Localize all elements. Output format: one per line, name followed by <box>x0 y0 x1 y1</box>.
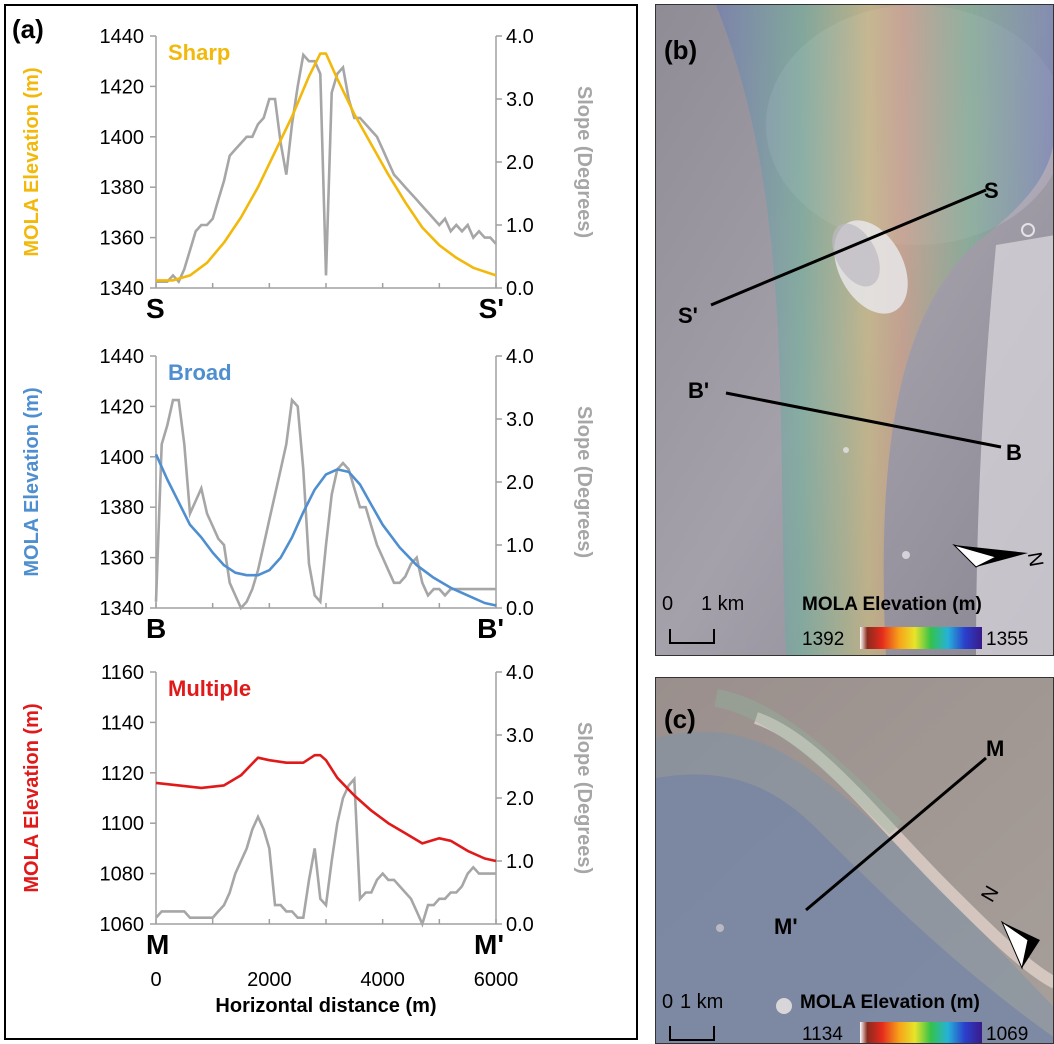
y-tick-label: 1440 <box>100 26 145 48</box>
x-tick-label: 6000 <box>474 969 519 991</box>
y2-tick-label: 3.0 <box>506 89 534 111</box>
y-tick-label: 1420 <box>100 396 145 418</box>
scale-zero-c: 0 <box>662 991 673 1013</box>
scale-bar-b <box>669 629 715 644</box>
profile-label-m-prime: M' <box>774 914 798 939</box>
north-label: N <box>1023 550 1047 568</box>
scale-length-b: 1 km <box>701 593 744 615</box>
y2-tick-label: 2.0 <box>506 472 534 494</box>
map-b-image: S S' B' B N 0 1 km MOLA Elevation (m) 13… <box>656 5 1053 655</box>
y-tick-label: 1440 <box>100 346 145 368</box>
panel-a: 1440 1420 1400 1380 1360 1340 4.0 3.0 2.0 1.0 0.0 M… <box>4 4 638 1040</box>
slope-series-line <box>154 397 496 611</box>
map-c-image: M M' N 0 1 km MOLA Elevation (m) 1134 10… <box>656 678 1053 1044</box>
y2-tick-label: 0.0 <box>506 278 534 300</box>
profile-end-label: M' <box>474 929 504 960</box>
profile-label-b-prime: B' <box>688 378 709 403</box>
colorbar-max-b: 1355 <box>986 629 1028 650</box>
y2-tick-label: 3.0 <box>506 725 534 747</box>
y-tick-label: 1060 <box>100 914 145 936</box>
y-axis-label: MOLA Elevation (m) <box>21 67 43 256</box>
y-tick-label: 1340 <box>100 278 145 300</box>
profile-annotation: Sharp <box>168 40 230 65</box>
colorbar-max-c: 1069 <box>986 1024 1028 1044</box>
scale-length-c: 1 km <box>680 991 723 1013</box>
y2-tick-label: 0.0 <box>506 914 534 936</box>
y-tick-label: 1420 <box>100 76 145 98</box>
y2-tick-label: 2.0 <box>506 788 534 810</box>
y-tick-label: 1360 <box>100 548 145 570</box>
y-tick-label: 1120 <box>101 763 144 785</box>
y2-tick-label: 4.0 <box>506 346 534 368</box>
panel-b-map: S S' B' B N 0 1 km MOLA Elevation (m) 13… <box>655 4 1054 656</box>
y-tick-label: 1080 <box>100 864 145 886</box>
profile-label-b: B <box>1006 440 1022 465</box>
profile-end-label: B' <box>477 613 504 644</box>
colorbar-min-b: 1392 <box>802 629 844 650</box>
y-tick-label: 1100 <box>101 813 144 835</box>
panel-c-map: M M' N 0 1 km MOLA Elevation (m) 1134 10… <box>655 677 1054 1044</box>
y-tick-label: 1400 <box>100 127 145 149</box>
profile-start-label: S <box>146 293 165 324</box>
y2-tick-label: 1.0 <box>506 851 534 873</box>
colorbar-b <box>860 627 982 649</box>
profile-charts: 1440142014001380136013404.03.02.01.00.0M… <box>21 26 595 1017</box>
panel-b-label: (b) <box>664 35 698 65</box>
x-axis-title: Horizontal distance (m) <box>215 995 436 1017</box>
x-tick-label: 2000 <box>247 969 292 991</box>
y-axis-label: MOLA Elevation (m) <box>21 703 43 892</box>
y-tick-label: 1140 <box>101 712 144 734</box>
y2-tick-label: 1.0 <box>506 535 534 557</box>
y-tick-label: 1380 <box>100 177 145 199</box>
y2-axis-label: Slope (Degrees) <box>573 722 595 874</box>
profile-annotation: Broad <box>168 360 232 385</box>
profile-end-label: S' <box>479 293 504 324</box>
y2-tick-label: 4.0 <box>506 662 534 684</box>
x-tick-label: 4000 <box>360 969 405 991</box>
y-tick-label: 1400 <box>100 447 145 469</box>
y-tick-label: 1340 <box>100 598 145 620</box>
profile-annotation: Multiple <box>168 676 251 701</box>
y2-axis-label: Slope (Degrees) <box>573 86 595 238</box>
y2-tick-label: 0.0 <box>506 598 534 620</box>
elevation-series-line <box>154 453 497 607</box>
colorbar-c <box>860 1022 982 1043</box>
slope-series-line <box>155 775 496 928</box>
panel-a-label: (a) <box>12 14 44 44</box>
y2-tick-label: 1.0 <box>506 215 534 237</box>
panel-c-label: (c) <box>664 704 696 734</box>
north-arrow-icon: N <box>952 543 1047 568</box>
elevation-series-line <box>155 753 497 863</box>
slope-series-line <box>156 52 497 285</box>
y2-tick-label: 3.0 <box>506 409 534 431</box>
colorbar-min-c: 1134 <box>802 1024 843 1044</box>
profile-start-label: M <box>146 929 169 960</box>
y2-axis-label: Slope (Degrees) <box>573 406 595 558</box>
y-tick-label: 1360 <box>100 228 145 250</box>
scale-bar-c <box>669 1026 715 1041</box>
y-tick-label: 1380 <box>100 497 145 519</box>
x-tick-label: 0 <box>150 969 161 991</box>
profile-label-s: S <box>984 178 999 203</box>
colorbar-title-b: MOLA Elevation (m) <box>802 594 982 615</box>
scale-zero-b: 0 <box>662 593 673 615</box>
colorbar-title-c: MOLA Elevation (m) <box>800 992 980 1013</box>
profile-label-m: M <box>986 736 1004 761</box>
y2-tick-label: 4.0 <box>506 26 534 48</box>
profile-start-label: B <box>146 613 166 644</box>
y-axis-label: MOLA Elevation (m) <box>21 387 43 576</box>
elevation-series-line <box>156 52 497 282</box>
profile-label-s-prime: S' <box>678 303 698 328</box>
y-tick-label: 1160 <box>101 662 144 684</box>
y2-tick-label: 2.0 <box>506 152 534 174</box>
